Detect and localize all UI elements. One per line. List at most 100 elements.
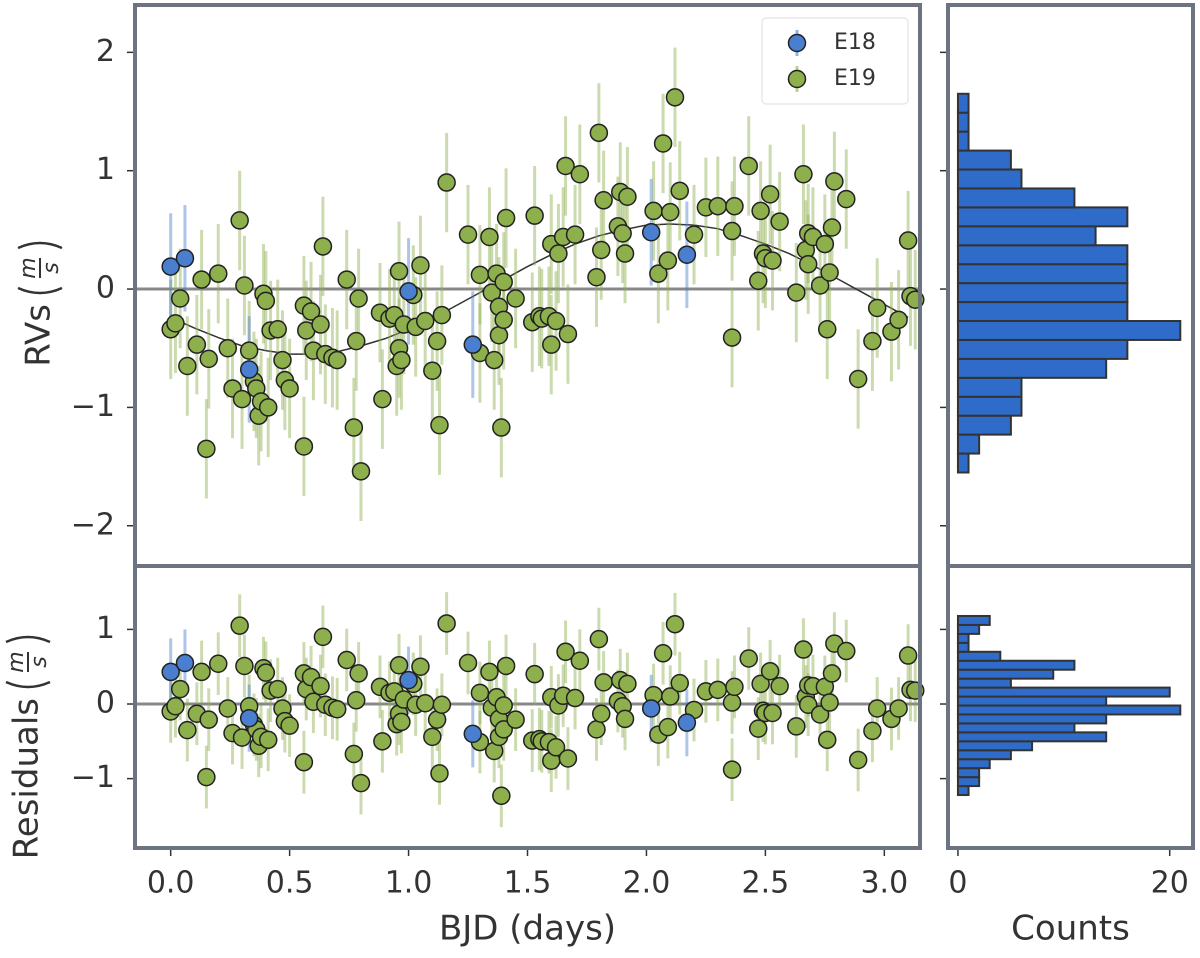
point bbox=[615, 244, 635, 263]
point bbox=[170, 679, 190, 699]
point bbox=[565, 688, 585, 708]
point bbox=[867, 699, 887, 718]
point bbox=[494, 272, 513, 292]
legend-marker bbox=[787, 69, 807, 89]
y-tick-label: −2 bbox=[71, 507, 115, 542]
hist-bar bbox=[956, 659, 1076, 671]
point bbox=[863, 721, 882, 741]
point bbox=[294, 752, 314, 772]
x-tick-label: 0 bbox=[948, 866, 967, 901]
hist-bar bbox=[956, 668, 1055, 680]
point bbox=[739, 649, 758, 668]
point bbox=[725, 196, 744, 216]
point bbox=[822, 664, 842, 683]
point bbox=[677, 713, 697, 732]
y-tick-label: 1 bbox=[96, 611, 115, 646]
point bbox=[558, 749, 578, 768]
hist-bar bbox=[956, 244, 1129, 266]
point bbox=[763, 703, 782, 723]
point bbox=[170, 289, 190, 308]
hist-bar bbox=[956, 452, 970, 474]
point bbox=[751, 674, 770, 694]
point bbox=[794, 164, 813, 184]
paren bbox=[5, 635, 51, 644]
point bbox=[798, 254, 818, 274]
point bbox=[313, 627, 333, 647]
point bbox=[665, 614, 685, 634]
point bbox=[458, 225, 478, 244]
point bbox=[175, 653, 195, 673]
point bbox=[722, 328, 742, 347]
point bbox=[684, 225, 704, 244]
point bbox=[665, 88, 685, 107]
x-tick-label: 2.0 bbox=[623, 866, 671, 901]
point bbox=[232, 728, 252, 747]
point bbox=[594, 191, 613, 210]
point bbox=[399, 670, 418, 690]
point bbox=[708, 680, 728, 700]
panel-frame bbox=[133, 564, 922, 850]
point bbox=[525, 206, 544, 225]
hist-bar bbox=[956, 149, 1012, 171]
point bbox=[546, 738, 566, 757]
point bbox=[549, 244, 568, 263]
y-axis-label-text: RVs bbox=[19, 304, 59, 367]
point bbox=[199, 710, 218, 729]
point bbox=[432, 695, 452, 715]
point bbox=[187, 335, 207, 354]
point bbox=[199, 349, 218, 369]
y-axis-label: RVs ms bbox=[16, 241, 64, 367]
point bbox=[327, 350, 347, 370]
point bbox=[677, 245, 697, 264]
point bbox=[722, 693, 742, 712]
point bbox=[770, 212, 789, 231]
point bbox=[399, 282, 418, 301]
point bbox=[837, 641, 856, 661]
point bbox=[463, 335, 483, 354]
point bbox=[432, 305, 452, 325]
point bbox=[389, 262, 409, 281]
hist-bar bbox=[956, 320, 1182, 341]
hist-bar bbox=[956, 301, 1129, 323]
point bbox=[660, 687, 680, 706]
point bbox=[423, 361, 442, 380]
x-tick-label: 1.5 bbox=[504, 866, 552, 901]
point bbox=[615, 709, 635, 729]
legend-label: E19 bbox=[834, 66, 876, 91]
hist-bar bbox=[956, 632, 970, 644]
point bbox=[810, 705, 830, 724]
hist-bar bbox=[956, 395, 1023, 417]
hist-bar bbox=[956, 758, 991, 770]
hist-bar bbox=[956, 731, 1108, 743]
hist-bar bbox=[956, 614, 991, 626]
hist-bar bbox=[956, 695, 1108, 707]
point bbox=[722, 760, 742, 779]
point bbox=[763, 251, 782, 270]
point bbox=[613, 224, 632, 243]
hist-bar bbox=[956, 338, 1129, 360]
point bbox=[175, 249, 195, 268]
point bbox=[594, 673, 613, 692]
paren bbox=[5, 680, 51, 689]
hist-bar bbox=[956, 263, 1129, 285]
point bbox=[618, 674, 637, 694]
point bbox=[889, 310, 908, 330]
model-curve bbox=[170, 223, 909, 355]
point bbox=[166, 697, 185, 716]
point bbox=[178, 720, 197, 740]
hist-bar bbox=[956, 433, 981, 455]
point bbox=[494, 720, 513, 739]
hist-bar bbox=[956, 704, 1182, 716]
point bbox=[817, 320, 837, 339]
point bbox=[489, 325, 509, 345]
point bbox=[427, 331, 447, 351]
point bbox=[492, 786, 511, 806]
hist-bar bbox=[956, 130, 970, 152]
point bbox=[327, 699, 347, 719]
point bbox=[556, 156, 575, 176]
y-tick-label: −1 bbox=[71, 760, 115, 795]
point bbox=[589, 123, 609, 143]
hist-bar bbox=[956, 785, 970, 797]
hist-bar bbox=[956, 722, 1076, 734]
point bbox=[556, 642, 575, 662]
